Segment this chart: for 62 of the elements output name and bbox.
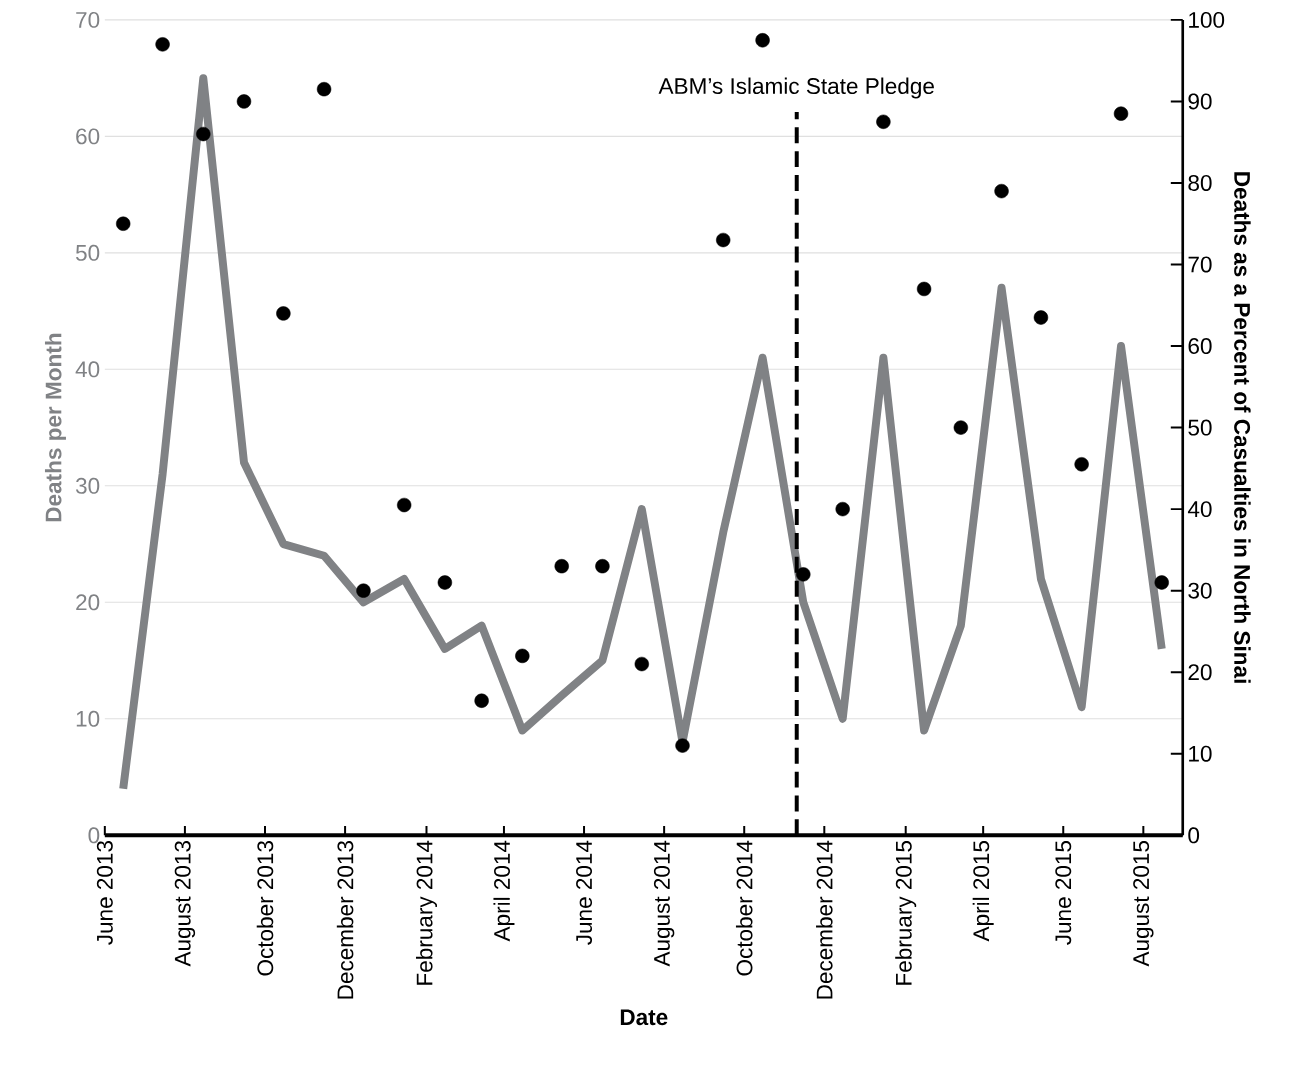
point	[1074, 457, 1089, 472]
y2-tick-label: 90	[1188, 93, 1212, 110]
y2-tick-label: 0	[1188, 827, 1200, 844]
point	[515, 648, 530, 664]
y2-tick-label: 80	[1188, 174, 1212, 191]
y2-tick-label: 60	[1188, 338, 1212, 355]
point	[755, 33, 770, 48]
point	[116, 216, 131, 231]
y2-tick-label: 100	[1189, 11, 1225, 28]
y-axis-title: Deaths per Month	[44, 333, 66, 522]
y2-axis-title: Deaths as a Percent of Casualties in North Sinai	[1234, 172, 1251, 683]
y-tick-label: 30	[75, 477, 100, 494]
ref-line-label: ABM’s Islamic State Pledge	[658, 77, 934, 99]
point	[634, 656, 649, 672]
y-tick-label: 70	[76, 11, 100, 28]
point	[876, 114, 891, 129]
point	[1154, 575, 1169, 590]
y2-tick-label: 30	[1188, 582, 1212, 599]
y-tick-label: 60	[76, 128, 100, 145]
point	[953, 420, 969, 435]
x-axis-title: Date	[620, 1009, 668, 1026]
point	[437, 575, 453, 590]
y2-tick-label: 20	[1188, 664, 1212, 681]
point	[595, 559, 610, 574]
y2-tick-label: 10	[1189, 745, 1212, 762]
point	[397, 497, 412, 513]
x-tick-label: August 2015	[1133, 840, 1154, 967]
x-tick-label: February 2014	[415, 840, 437, 985]
point	[1113, 106, 1129, 121]
x-tick-label: April 2014	[493, 840, 515, 942]
y-tick-label: 10	[76, 710, 100, 727]
point	[474, 693, 489, 708]
y2-tick-label: 70	[1188, 256, 1212, 273]
x-tick-label: October 2013	[256, 841, 274, 976]
y-tick-label: 50	[75, 244, 100, 261]
x-tick-label: April 2015	[972, 840, 994, 942]
x-tick-label: August 2014	[653, 840, 675, 967]
point	[796, 567, 811, 582]
point	[276, 306, 291, 321]
y-tick-label: 20	[76, 594, 100, 611]
point	[554, 559, 569, 574]
x-tick-label: June 2015	[1055, 840, 1072, 945]
y2-tick-label: 50	[1188, 419, 1212, 436]
x-tick-label: August 2013	[174, 841, 196, 967]
point	[916, 281, 932, 297]
x-tick-label: October 2014	[735, 840, 753, 976]
point	[316, 82, 332, 97]
y-tick-label: 40	[75, 361, 100, 378]
point	[1033, 310, 1049, 325]
point	[675, 738, 690, 753]
x-tick-label: June 2014	[576, 840, 593, 945]
point	[155, 37, 170, 52]
x-tick-label: February 2015	[895, 840, 917, 985]
point	[835, 501, 850, 517]
point	[236, 94, 252, 109]
y2-tick-label: 40	[1187, 501, 1212, 518]
x-tick-label: December 2014	[816, 840, 833, 999]
point	[994, 183, 1009, 199]
point	[196, 126, 211, 142]
point	[356, 583, 371, 598]
point	[716, 232, 731, 248]
x-tick-label: December 2013	[336, 841, 354, 999]
